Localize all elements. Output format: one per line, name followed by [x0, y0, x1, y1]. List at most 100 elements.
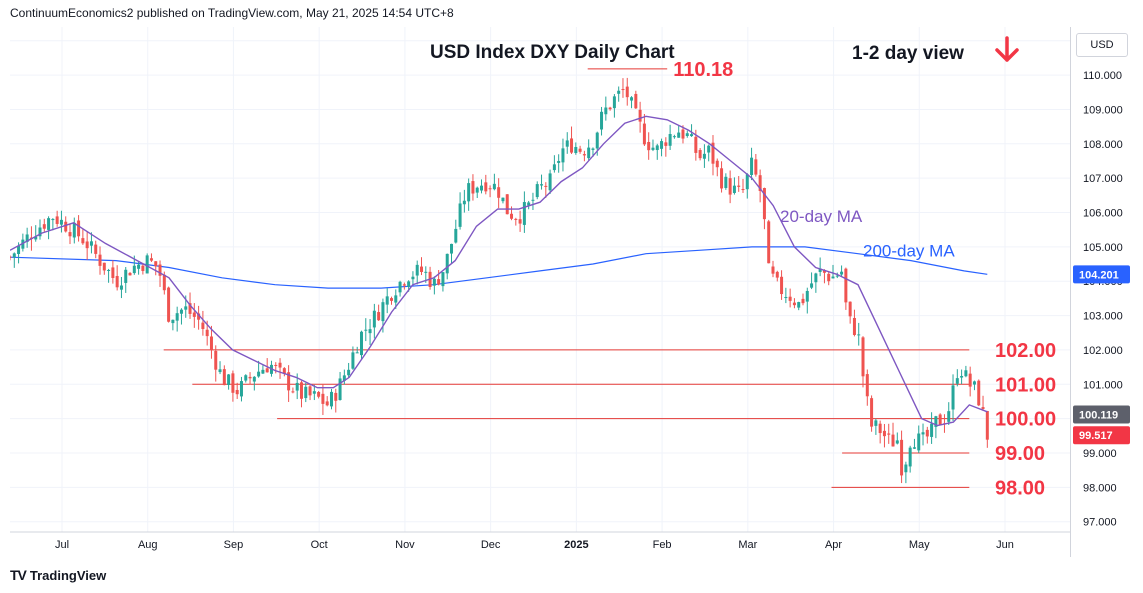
y-tick-label: 110.000: [1083, 70, 1122, 82]
price-badge-label: 99.517: [1079, 430, 1113, 442]
candle-up: [724, 176, 728, 188]
candle-up: [407, 281, 411, 287]
currency-selector[interactable]: USD: [1076, 33, 1128, 57]
price-axis-svg[interactable]: 97.00098.00099.000100.000101.000102.0001…: [1071, 27, 1136, 557]
candle-up: [930, 423, 934, 437]
candle-up: [347, 369, 351, 376]
candle-up: [458, 203, 462, 227]
candle-up: [548, 173, 552, 191]
candle-down: [852, 317, 856, 335]
candle-up: [535, 184, 539, 198]
candle-up: [462, 200, 466, 205]
candle-up: [261, 369, 265, 374]
y-tick-label: 105.000: [1083, 242, 1123, 254]
candle-up: [947, 411, 951, 422]
candle-down: [488, 188, 492, 190]
candle-up: [651, 147, 655, 150]
candle-up: [445, 253, 449, 274]
level-label: 99.00: [995, 443, 1045, 465]
candle-down: [317, 391, 321, 397]
candle-up: [501, 197, 505, 202]
candle-up: [432, 278, 436, 286]
price-badge: [1073, 426, 1130, 445]
candle-up: [591, 148, 595, 150]
candle-down: [222, 369, 226, 386]
candle-down: [111, 267, 115, 278]
candle-up: [595, 132, 599, 149]
x-tick-label: Nov: [395, 539, 415, 551]
chart-area[interactable]: 110.18 102.00 101.00 100.00 99.00 98.00 20-day…: [8, 27, 1070, 557]
candle-down: [625, 86, 629, 98]
candle-down: [299, 382, 303, 399]
candle-up: [797, 302, 801, 308]
candle-down: [377, 312, 381, 321]
candle-up: [12, 253, 16, 258]
level-layer: [163, 68, 970, 488]
price-axis[interactable]: 97.00098.00099.000100.000101.000102.0001…: [1070, 27, 1136, 557]
candle-down: [780, 276, 784, 295]
candle-down: [162, 274, 166, 291]
y-tick-label: 106.000: [1083, 208, 1123, 220]
candle-up: [227, 374, 231, 385]
x-tick-label: May: [909, 539, 930, 551]
candle-down: [201, 322, 205, 329]
candle-down: [715, 160, 719, 168]
x-tick-label: Dec: [481, 539, 501, 551]
ma200-layer: [9, 246, 988, 289]
publisher-line: ContinuumEconomics2 published on Trading…: [10, 6, 454, 20]
ma200-annotation: 200-day MA: [863, 241, 955, 260]
candle-up: [179, 309, 183, 314]
candle-down: [274, 364, 278, 366]
candle-up: [600, 111, 604, 130]
ma20-line: [9, 115, 988, 427]
candle-up: [338, 378, 342, 400]
candle-up: [685, 133, 689, 136]
down-arrow-icon: [995, 36, 1019, 62]
x-tick-label: Aug: [138, 539, 158, 551]
candle-down: [55, 216, 59, 224]
candle-up: [561, 148, 565, 163]
x-tick-label: Jun: [996, 539, 1014, 551]
price-chart[interactable]: 110.18 102.00 101.00 100.00 99.00 98.00 20-day…: [8, 27, 1070, 557]
candle-up: [25, 234, 29, 242]
candle-up: [750, 157, 754, 175]
candle-down: [621, 89, 625, 91]
candle-down: [570, 138, 574, 153]
candle-down: [608, 107, 612, 110]
candle-down: [321, 393, 325, 404]
candle-up: [89, 241, 93, 246]
tradingview-brand: TradingView: [29, 567, 107, 583]
candle-up: [480, 185, 484, 191]
candle-up: [295, 382, 299, 391]
candle-up: [364, 329, 368, 331]
candle-up: [574, 146, 578, 154]
candle-down: [291, 391, 295, 393]
candle-down: [711, 142, 715, 164]
ma20-layer: [9, 115, 988, 427]
x-tick-label: Mar: [738, 539, 757, 551]
price-badge-label: 104.201: [1079, 269, 1119, 281]
candle-down: [985, 410, 989, 440]
candle-down: [741, 189, 745, 191]
candle-up: [184, 306, 188, 310]
candle-down: [775, 271, 779, 278]
chart-title: USD Index DXY Daily Chart: [430, 42, 675, 63]
candle-down: [861, 337, 865, 377]
candle-up: [124, 269, 128, 283]
candle-up: [617, 90, 621, 94]
candle-down: [420, 266, 424, 272]
candle-down: [192, 312, 196, 317]
tradingview-footer[interactable]: TV TradingView: [10, 567, 106, 583]
candle-up: [677, 132, 681, 138]
candle-up: [171, 319, 175, 324]
chart-subtitle: 1-2 day view: [852, 43, 964, 64]
candle-up: [252, 376, 256, 382]
level-label: 98.00: [995, 477, 1045, 499]
candle-down: [287, 372, 291, 391]
candle-up: [522, 202, 526, 225]
candle-down: [544, 185, 548, 187]
candle-up: [312, 391, 316, 394]
candle-up: [72, 222, 76, 238]
candle-down: [231, 373, 235, 393]
candle-up: [385, 296, 389, 305]
